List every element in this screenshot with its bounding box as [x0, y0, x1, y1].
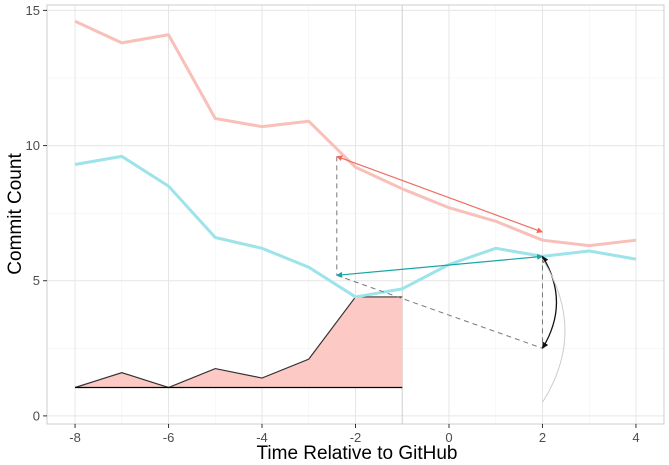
- annotation-layer: [336, 155, 566, 403]
- red-trend-arrow: [336, 155, 544, 234]
- y-tick-label: 15: [26, 3, 40, 18]
- y-axis-title: Commit Count: [5, 153, 26, 275]
- x-tick-label: -2: [350, 430, 362, 445]
- x-tick-label: -6: [163, 430, 175, 445]
- area-layer: [74, 296, 403, 389]
- x-tick-label: 0: [445, 430, 452, 445]
- area-fill: [75, 296, 403, 388]
- curved-effect-arrow: [541, 255, 558, 349]
- y-tick-label: 5: [33, 273, 40, 288]
- y-tick-label: 10: [26, 138, 40, 153]
- dashed-guide-line: [336, 274, 543, 349]
- x-axis-title: Time Relative to GitHub: [257, 443, 458, 464]
- faint-curve: [542, 258, 566, 403]
- axis-layer: -8 -6 -4 -2 0 2 4 0 5 10 15: [26, 3, 640, 445]
- x-tick-label: 2: [539, 430, 546, 445]
- teal-trend-arrow: [336, 253, 544, 278]
- x-tick-label: -8: [69, 430, 81, 445]
- area-outline: [74, 296, 403, 389]
- x-tick-label: 4: [632, 430, 639, 445]
- x-tick-label: -4: [256, 430, 268, 445]
- y-tick-label: 0: [33, 408, 40, 423]
